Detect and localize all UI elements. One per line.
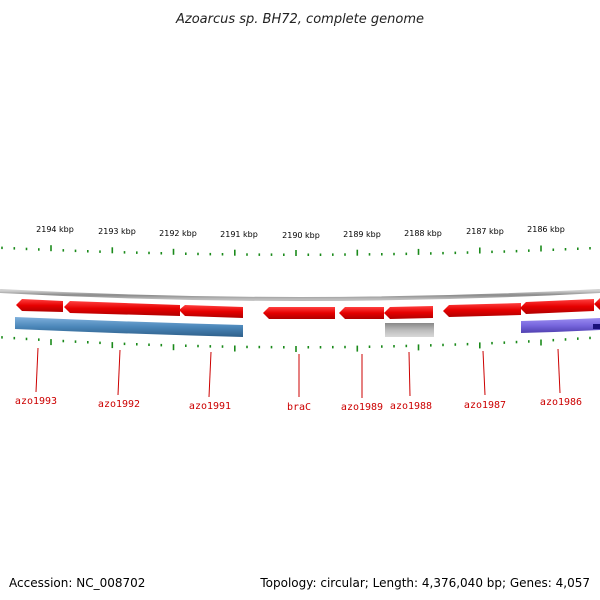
scale-label: 2189 kbp [343,230,381,239]
gene-label[interactable]: azo1993 [15,396,57,407]
callout-line [557,348,561,394]
gene-arrow[interactable] [443,303,521,317]
scale-labels: 2194 kbp 2193 kbp 2192 kbp 2191 kbp 2190… [36,225,565,240]
gene-arrows [16,298,600,319]
gene-label[interactable]: azo1992 [98,399,140,410]
accession-text: Accession: NC_008702 [9,576,146,590]
gene-arrow[interactable] [64,301,180,316]
scale-label: 2186 kbp [527,225,565,234]
gene-label[interactable]: azo1991 [189,401,231,412]
callout-line [408,351,411,397]
gene-arrow[interactable] [339,307,384,319]
feature-bar-blue[interactable] [15,317,243,337]
gene-arrow[interactable] [520,299,594,314]
genome-summary-text: Topology: circular; Length: 4,376,040 bp… [260,576,590,590]
feature-bar-purple[interactable] [521,318,600,333]
gene-label[interactable]: azo1988 [390,401,432,412]
feature-bars [15,317,600,337]
scale-label: 2193 kbp [98,227,136,236]
scale-label: 2192 kbp [159,229,197,238]
callout-line [482,350,486,396]
gene-arrow[interactable] [263,307,335,319]
feature-bar-purple-end [593,324,600,329]
map-title: Azoarcus sp. BH72, complete genome [175,12,424,27]
upper-tick-ruler [1,245,591,256]
gene-label[interactable]: azo1987 [464,400,506,411]
gene-arrow[interactable] [594,298,600,310]
gene-arrow[interactable] [16,299,63,312]
gene-label[interactable]: braC [287,402,311,413]
gene-label[interactable]: azo1986 [540,397,582,408]
callout-line [117,349,121,396]
gene-callouts: azo1993 azo1992 azo1991 braC azo1989 azo… [15,347,582,413]
gene-arrow[interactable] [384,306,433,319]
lower-tick-ruler [1,336,591,352]
callout-line [208,351,212,398]
scale-label: 2191 kbp [220,230,258,239]
scale-label: 2187 kbp [466,227,504,236]
scale-label: 2190 kbp [282,231,320,240]
genome-backbone [0,289,600,301]
scale-label: 2188 kbp [404,229,442,238]
scale-label: 2194 kbp [36,225,74,234]
gene-label[interactable]: azo1989 [341,402,383,413]
gene-arrow[interactable] [179,305,243,318]
callout-line [35,347,39,393]
feature-bar-gray[interactable] [385,323,434,337]
